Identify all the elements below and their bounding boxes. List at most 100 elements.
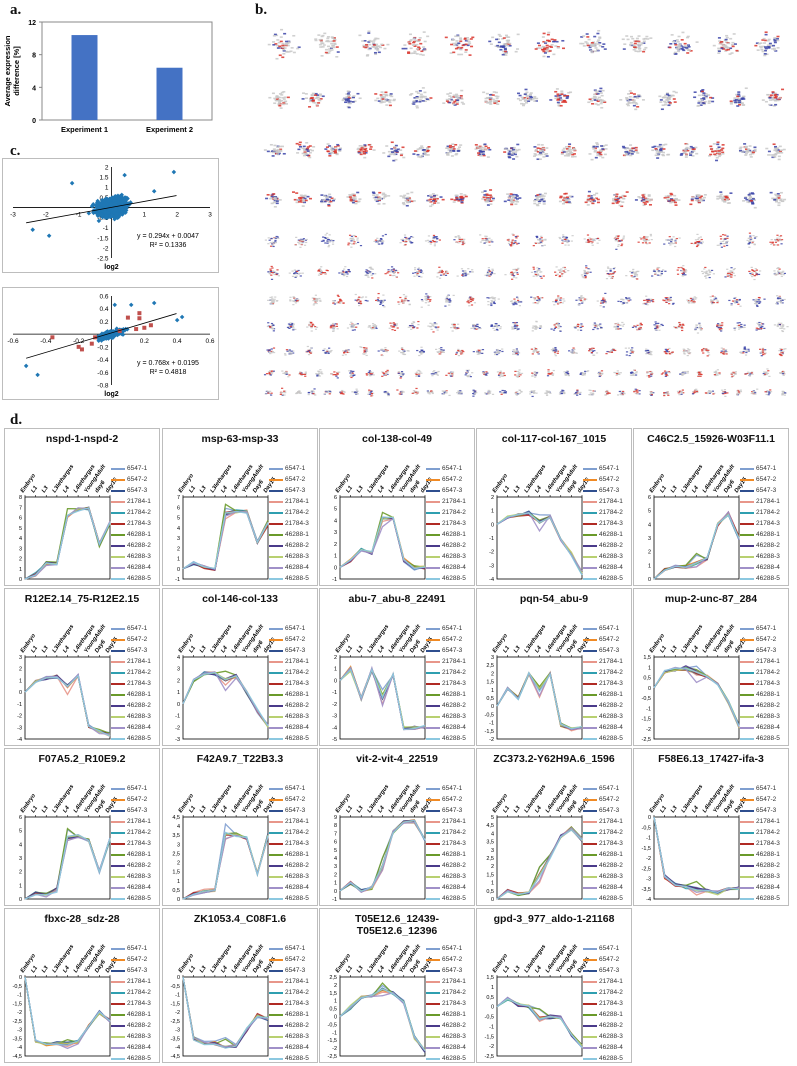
legend: 6547-1 6547-2 6547-3 21784-1 21784-2 21784-3 4… (740, 783, 784, 904)
legend-item: 46288-2 (740, 860, 784, 871)
legend-swatch (740, 842, 754, 845)
legend-label: 21784-1 (285, 818, 309, 825)
legend-label: 46288-2 (442, 702, 466, 709)
legend-label: 46288-1 (756, 531, 780, 538)
legend-swatch (583, 1024, 597, 1027)
legend-swatch (269, 842, 283, 845)
legend-swatch (740, 875, 754, 878)
legend-item: 21784-2 (740, 827, 784, 838)
legend-swatch (111, 555, 125, 558)
legend-swatch (111, 980, 125, 983)
legend-label: 46288-2 (285, 1022, 309, 1029)
legend-label: 46288-3 (285, 873, 309, 880)
legend-item: 46288-4 (426, 1042, 470, 1053)
legend-label: 6547-3 (285, 967, 306, 974)
legend-label: 21784-3 (285, 840, 309, 847)
legend-item: 6547-2 (111, 634, 155, 645)
legend-swatch (426, 1035, 440, 1038)
legend: 6547-1 6547-2 6547-3 21784-1 21784-2 21784-3 4… (583, 463, 627, 584)
legend-swatch (269, 715, 283, 718)
legend-swatch (583, 500, 597, 503)
legend-swatch (426, 467, 440, 470)
legend-label: 6547-2 (127, 476, 148, 483)
legend-swatch (740, 555, 754, 558)
legend-swatch (426, 555, 440, 558)
legend-swatch (111, 787, 125, 790)
legend: 6547-1 6547-2 6547-3 21784-1 21784-2 21784-3 4… (111, 943, 155, 1064)
legend-swatch (111, 820, 125, 823)
legend-item: 6547-2 (583, 794, 627, 805)
legend-swatch (269, 467, 283, 470)
legend-item: 46288-1 (426, 529, 470, 540)
legend-item: 21784-3 (426, 518, 470, 529)
line-subplot: C46C2.5_15926-W03F11.1 0 1 2 3 4 5 6 Embryo L1 L3 L… (633, 428, 789, 586)
legend-swatch (583, 555, 597, 558)
legend-item: 6547-3 (426, 485, 470, 496)
legend-label: 46288-3 (442, 873, 466, 880)
legend-item: 21784-2 (426, 667, 470, 678)
legend-item: 21784-2 (269, 507, 313, 518)
legend-swatch (583, 1035, 597, 1038)
legend-swatch (269, 798, 283, 801)
legend-swatch (111, 969, 125, 972)
legend-label: 6547-2 (442, 956, 463, 963)
legend-item: 21784-1 (426, 976, 470, 987)
legend-item: 21784-3 (111, 838, 155, 849)
subplot-title: col-117-col-167_1015 (501, 433, 607, 445)
legend-item: 6547-3 (111, 805, 155, 816)
legend-item: 46288-1 (426, 1009, 470, 1020)
legend-item: 46288-2 (426, 860, 470, 871)
legend-swatch (740, 831, 754, 834)
legend-swatch (740, 886, 754, 889)
legend-swatch (269, 787, 283, 790)
legend-label: 46288-3 (127, 873, 151, 880)
subplot-title: fbxc-28_sdz-28 (44, 913, 120, 925)
legend-label: 21784-2 (285, 989, 309, 996)
legend-item: 46288-3 (426, 711, 470, 722)
legend-item: 46288-3 (426, 871, 470, 882)
legend-item: 46288-2 (583, 1020, 627, 1031)
legend-swatch (426, 660, 440, 663)
legend-label: 21784-3 (442, 520, 466, 527)
legend-label: 6547-2 (756, 636, 777, 643)
legend-label: 46288-2 (285, 702, 309, 709)
legend-item: 21784-3 (583, 518, 627, 529)
legend-swatch (269, 991, 283, 994)
legend-label: 6547-2 (599, 636, 620, 643)
legend-label: 21784-1 (442, 978, 466, 985)
legend-swatch (583, 886, 597, 889)
legend-item: 46288-5 (269, 1053, 313, 1064)
legend-label: 46288-4 (285, 1044, 309, 1051)
legend-item: 46288-5 (740, 893, 784, 904)
legend-swatch (740, 853, 754, 856)
legend-label: 6547-1 (442, 945, 463, 952)
legend-label: 46288-1 (442, 851, 466, 858)
legend-label: 6547-1 (599, 465, 620, 472)
legend-item: 46288-1 (111, 689, 155, 700)
legend-swatch (426, 693, 440, 696)
line-subplot: msp-63-msp-33 -1 0 1 2 3 4 5 6 7 Embryo L1 L3 L3letha… (162, 428, 318, 586)
legend-swatch (269, 489, 283, 492)
legend-item: 6547-1 (740, 783, 784, 794)
legend-label: 21784-1 (127, 978, 151, 985)
legend-swatch (426, 1024, 440, 1027)
legend-swatch (269, 704, 283, 707)
legend-item: 21784-1 (740, 816, 784, 827)
svg-text:difference [%]: difference [%] (12, 46, 21, 96)
legend-swatch (583, 1046, 597, 1049)
bar-chart-a: 0 4 8 12 Experiment 1 Experiment 2 Average exp… (0, 15, 250, 140)
legend-swatch (426, 809, 440, 812)
legend-label: 46288-3 (127, 553, 151, 560)
legend-label: 46288-1 (599, 851, 623, 858)
legend-swatch (583, 566, 597, 569)
legend-label: 46288-3 (599, 873, 623, 880)
legend: 6547-1 6547-2 6547-3 21784-1 21784-2 21784-3 4… (426, 463, 470, 584)
legend-label: 21784-1 (285, 498, 309, 505)
legend-item: 6547-1 (426, 783, 470, 794)
legend-swatch (269, 809, 283, 812)
legend-item: 21784-2 (269, 987, 313, 998)
legend-swatch (583, 969, 597, 972)
legend-item: 21784-1 (740, 496, 784, 507)
legend-swatch (426, 566, 440, 569)
legend-swatch (269, 886, 283, 889)
